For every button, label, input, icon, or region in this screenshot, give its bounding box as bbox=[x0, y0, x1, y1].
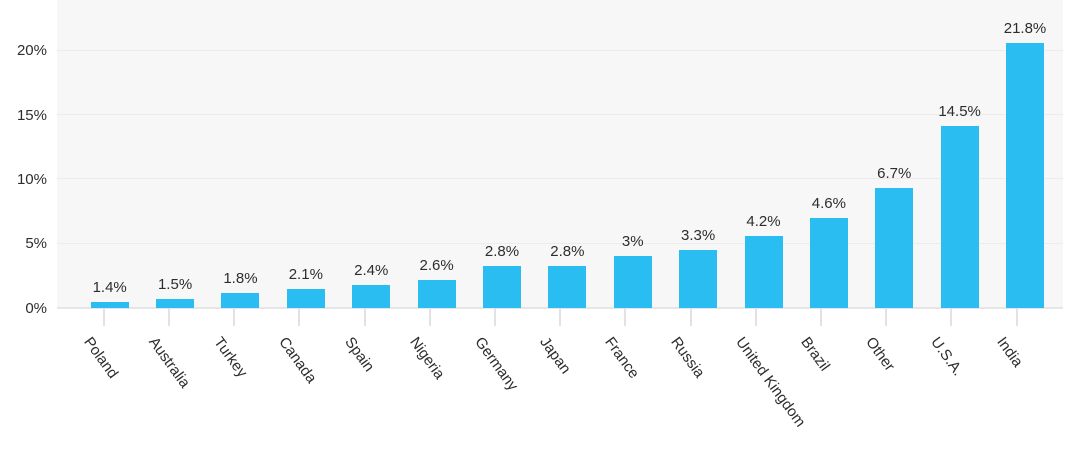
x-axis-tick bbox=[493, 309, 496, 326]
x-axis-tick bbox=[363, 309, 366, 326]
bar-value-label: 4.2% bbox=[746, 212, 781, 230]
bar-value-label: 2.8% bbox=[484, 243, 520, 261]
gridline-10 bbox=[57, 178, 1063, 180]
x-axis-tick bbox=[1015, 309, 1018, 326]
bar-france bbox=[613, 255, 652, 308]
y-axis-tick-label: 5% bbox=[25, 235, 47, 253]
bar-other bbox=[875, 187, 914, 308]
x-axis-tick bbox=[689, 309, 692, 326]
bar-value-label: 2.8% bbox=[550, 243, 585, 261]
x-axis-tick bbox=[428, 309, 431, 326]
x-axis-tick bbox=[950, 309, 953, 326]
x-axis-tick bbox=[102, 309, 105, 326]
y-axis-tick-label: 10% bbox=[16, 170, 47, 188]
bar-value-label: 1.4% bbox=[92, 279, 127, 297]
y-axis-tick-label: 15% bbox=[16, 106, 47, 124]
x-axis-tick bbox=[820, 309, 822, 326]
bar-russia bbox=[679, 250, 718, 308]
x-axis-label-australia: Australia bbox=[145, 334, 194, 392]
x-axis-label-germany: Germany bbox=[471, 334, 522, 394]
plot-area: 1.4% 1.5% 1.8% 2.1% 2.4% 2.6% 2.8% 2.8% 3% 3.3% 4.… bbox=[57, 0, 1063, 309]
bar-u-s-a- bbox=[940, 126, 979, 308]
x-axis-tick bbox=[167, 309, 170, 326]
x-axis-tick bbox=[298, 309, 301, 326]
bar-value-label: 1.8% bbox=[223, 270, 258, 288]
bar-brazil bbox=[809, 217, 848, 308]
bar-value-label: 2.1% bbox=[288, 265, 323, 283]
bar-value-label: 1.5% bbox=[157, 276, 193, 293]
bar-poland bbox=[90, 302, 129, 308]
bar-spain bbox=[352, 284, 391, 308]
x-axis-label-turkey: Turkey bbox=[210, 334, 251, 381]
bar-value-label: 21.8% bbox=[1003, 20, 1047, 38]
gridline-20 bbox=[57, 49, 1063, 51]
x-axis-tick bbox=[559, 309, 562, 326]
x-axis-label-russia: Russia bbox=[666, 334, 708, 382]
bar-value-label: 3% bbox=[621, 232, 644, 250]
bar-india bbox=[1006, 43, 1045, 308]
bar-nigeria bbox=[417, 279, 456, 308]
y-axis-tick-label: 0% bbox=[25, 299, 47, 317]
bar-value-label: 2.6% bbox=[419, 256, 454, 274]
x-axis-label-spain: Spain bbox=[340, 334, 378, 376]
bar-australia bbox=[156, 299, 195, 308]
x-axis-label-india: India bbox=[992, 334, 1026, 371]
x-axis-tick bbox=[233, 309, 236, 326]
bar-germany bbox=[482, 266, 521, 308]
bar-united-kingdom bbox=[744, 235, 783, 308]
bar-value-label: 3.3% bbox=[681, 227, 716, 245]
x-axis-label-france: France bbox=[601, 334, 643, 382]
bar-value-label: 4.6% bbox=[811, 194, 846, 212]
x-axis-label-u-s-a-: U.S.A. bbox=[927, 334, 967, 380]
x-axis-tick bbox=[885, 309, 888, 326]
x-axis-label-nigeria: Nigeria bbox=[405, 334, 448, 383]
bar-value-label: 14.5% bbox=[938, 103, 981, 121]
bar-turkey bbox=[221, 293, 260, 308]
x-axis-label-brazil: Brazil bbox=[797, 334, 834, 375]
x-axis-label-other: Other bbox=[862, 334, 899, 375]
x-axis-label-canada: Canada bbox=[275, 334, 321, 387]
bar-value-label: 2.4% bbox=[354, 261, 389, 279]
x-axis-label-united-kingdom: United Kingdom bbox=[732, 334, 809, 431]
gridline-15 bbox=[57, 114, 1063, 116]
bar-canada bbox=[286, 288, 325, 308]
bar-value-label: 6.7% bbox=[877, 164, 912, 182]
x-axis-label-poland: Poland bbox=[79, 334, 122, 382]
x-axis-tick bbox=[754, 309, 757, 326]
x-axis-label-japan: Japan bbox=[536, 334, 575, 378]
y-axis-tick-label: 20% bbox=[16, 42, 47, 60]
gridline-5 bbox=[57, 242, 1063, 244]
x-axis-tick bbox=[624, 309, 627, 326]
bar-japan bbox=[548, 266, 587, 308]
x-axis-line bbox=[57, 307, 1063, 309]
